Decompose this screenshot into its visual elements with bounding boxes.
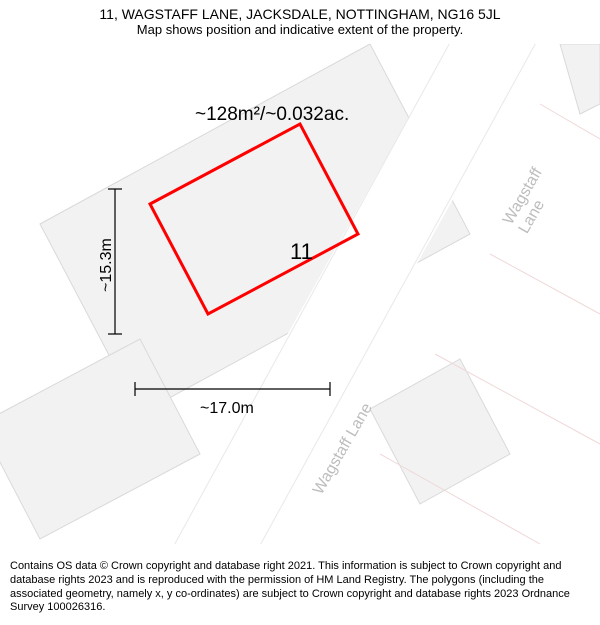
area-label: ~128m²/~0.032ac.	[195, 104, 349, 126]
page-title: 11, WAGSTAFF LANE, JACKSDALE, NOTTINGHAM…	[10, 6, 590, 22]
page-subtitle: Map shows position and indicative extent…	[10, 22, 590, 37]
dim-height-label: ~15.3m	[98, 238, 116, 292]
footer-copyright: Contains OS data © Crown copyright and d…	[0, 554, 600, 625]
map-canvas: ~128m²/~0.032ac. ~15.3m ~17.0m 11 Wagsta…	[0, 44, 600, 544]
plot-number: 11	[290, 239, 313, 265]
dim-width-label: ~17.0m	[200, 400, 254, 418]
header: 11, WAGSTAFF LANE, JACKSDALE, NOTTINGHAM…	[0, 0, 600, 39]
